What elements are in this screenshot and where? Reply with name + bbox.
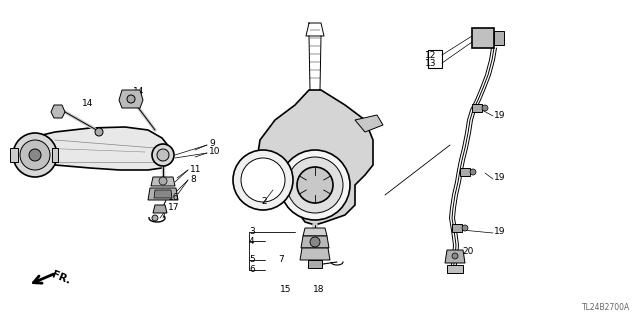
Text: 16: 16 bbox=[168, 194, 179, 203]
Text: 4: 4 bbox=[249, 236, 255, 245]
Text: 19: 19 bbox=[494, 173, 506, 182]
Text: 8: 8 bbox=[190, 175, 196, 185]
Circle shape bbox=[287, 157, 343, 213]
Circle shape bbox=[152, 144, 174, 166]
Circle shape bbox=[13, 133, 57, 177]
Polygon shape bbox=[494, 31, 504, 45]
Text: 5: 5 bbox=[249, 255, 255, 265]
Circle shape bbox=[152, 215, 158, 221]
Text: 9: 9 bbox=[209, 140, 215, 148]
Circle shape bbox=[452, 253, 458, 259]
Polygon shape bbox=[303, 228, 327, 236]
Polygon shape bbox=[148, 188, 178, 200]
Circle shape bbox=[280, 150, 350, 220]
Polygon shape bbox=[20, 127, 173, 170]
Text: 20: 20 bbox=[462, 247, 474, 257]
Circle shape bbox=[127, 95, 135, 103]
Polygon shape bbox=[154, 190, 172, 198]
Circle shape bbox=[470, 169, 476, 175]
Polygon shape bbox=[10, 148, 18, 162]
Circle shape bbox=[462, 225, 468, 231]
Circle shape bbox=[29, 149, 41, 161]
Polygon shape bbox=[355, 115, 383, 132]
Circle shape bbox=[241, 158, 285, 202]
Text: TL24B2700A: TL24B2700A bbox=[582, 303, 630, 312]
Text: 12: 12 bbox=[425, 51, 436, 60]
Polygon shape bbox=[308, 260, 322, 268]
Text: 7: 7 bbox=[278, 255, 284, 265]
Polygon shape bbox=[153, 205, 167, 213]
Circle shape bbox=[95, 128, 103, 136]
Polygon shape bbox=[460, 168, 470, 176]
Polygon shape bbox=[472, 28, 494, 48]
Polygon shape bbox=[300, 248, 330, 260]
Text: 2: 2 bbox=[261, 197, 267, 206]
Text: 19: 19 bbox=[494, 110, 506, 119]
Polygon shape bbox=[257, 90, 373, 225]
Circle shape bbox=[310, 237, 320, 247]
Polygon shape bbox=[472, 104, 482, 112]
Text: 11: 11 bbox=[190, 164, 202, 173]
Text: 15: 15 bbox=[280, 285, 291, 294]
Text: 18: 18 bbox=[313, 285, 324, 294]
Text: FR.: FR. bbox=[50, 270, 72, 286]
Polygon shape bbox=[52, 148, 58, 162]
Circle shape bbox=[157, 149, 169, 161]
Circle shape bbox=[233, 150, 293, 210]
Polygon shape bbox=[447, 265, 463, 273]
Circle shape bbox=[482, 105, 488, 111]
Polygon shape bbox=[452, 224, 462, 232]
Text: 17: 17 bbox=[168, 204, 179, 212]
Text: 14: 14 bbox=[133, 87, 145, 97]
Text: 19: 19 bbox=[494, 228, 506, 236]
Text: 6: 6 bbox=[249, 266, 255, 275]
Text: 10: 10 bbox=[209, 148, 221, 156]
Polygon shape bbox=[119, 90, 143, 108]
Polygon shape bbox=[51, 105, 65, 118]
Circle shape bbox=[20, 140, 50, 170]
Polygon shape bbox=[151, 177, 175, 186]
Circle shape bbox=[159, 177, 167, 185]
Text: 13: 13 bbox=[425, 60, 436, 68]
Text: 3: 3 bbox=[249, 227, 255, 236]
Polygon shape bbox=[301, 236, 329, 248]
Text: 14: 14 bbox=[82, 99, 93, 108]
Polygon shape bbox=[445, 250, 465, 263]
Circle shape bbox=[297, 167, 333, 203]
